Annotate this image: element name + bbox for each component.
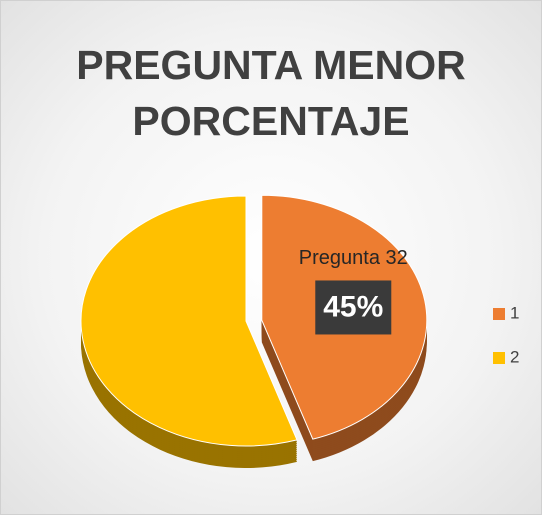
legend-label: 2 — [510, 347, 519, 366]
legend-label: 1 — [510, 303, 519, 322]
chart-title: PREGUNTA MENOR PORCENTAJE — [76, 42, 466, 144]
legend-swatch — [493, 352, 505, 364]
data-label-box — [315, 280, 392, 335]
legend-swatch — [493, 308, 505, 320]
annotation: Pregunta 32 — [299, 247, 408, 269]
slice — [80, 195, 298, 447]
data-label: 45% — [323, 290, 383, 323]
